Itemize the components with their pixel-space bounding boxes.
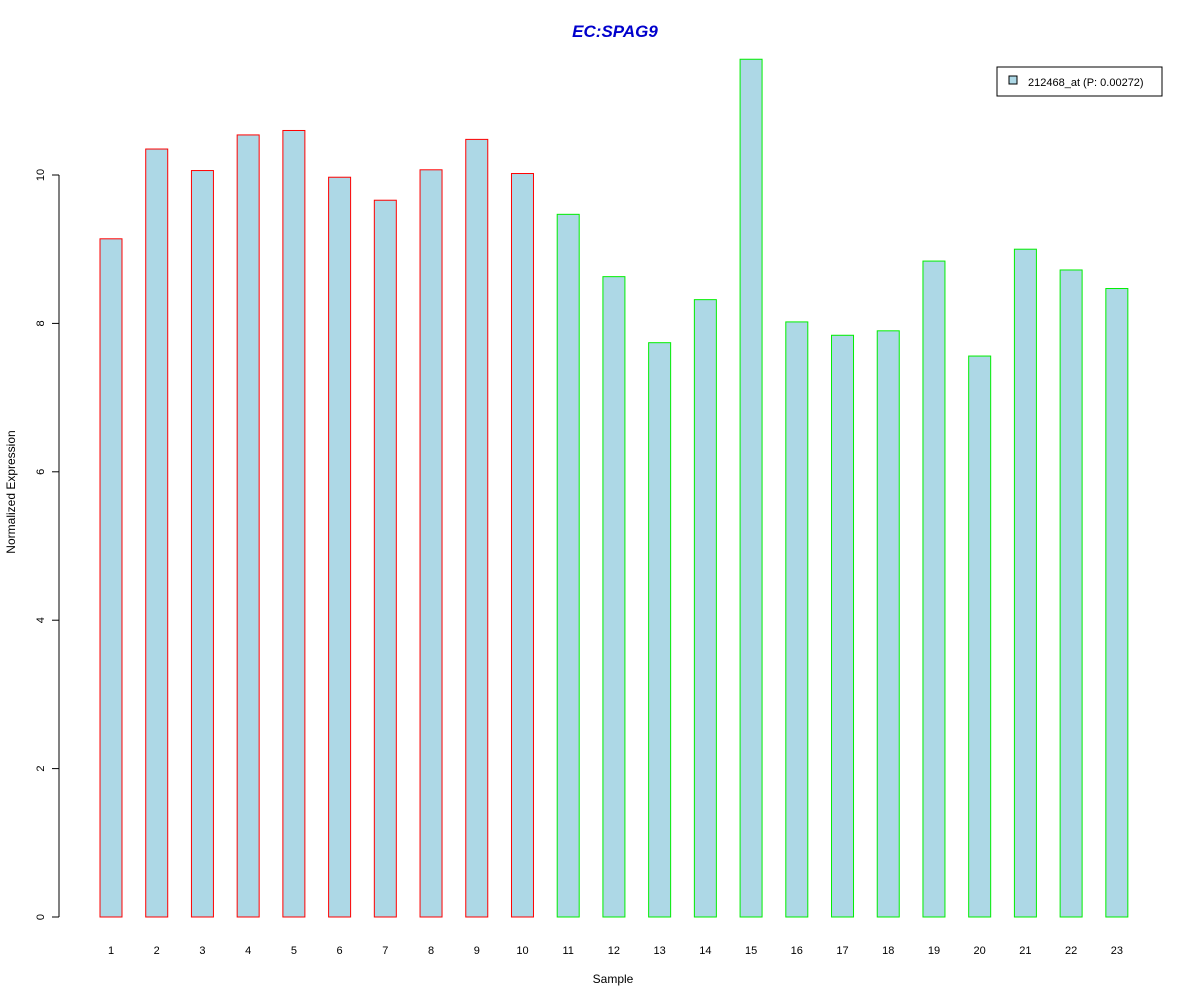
x-tick-label: 8 (428, 945, 434, 957)
bar-sample-11 (556, 213, 580, 918)
legend-label: 212468_at (P: 0.00272) (1028, 77, 1144, 89)
x-tick-label: 4 (245, 945, 251, 957)
bar-sample-19 (922, 260, 946, 918)
x-tick-label: 12 (608, 945, 620, 957)
bar-sample-9 (465, 138, 489, 918)
legend-box (996, 66, 1163, 97)
bar-sample-14 (693, 299, 717, 918)
x-tick-label: 7 (382, 945, 388, 957)
bar-sample-3 (190, 170, 214, 918)
x-tick-label: 23 (1111, 945, 1123, 957)
x-tick-label: 1 (108, 945, 114, 957)
x-tick-label: 14 (699, 945, 711, 957)
bar-sample-1 (99, 238, 123, 918)
x-axis-label: Sample (593, 972, 634, 986)
x-tick-label: 2 (154, 945, 160, 957)
bar-sample-23 (1105, 288, 1129, 918)
x-tick-label: 18 (882, 945, 894, 957)
bar-sample-8 (419, 169, 443, 918)
x-tick-label: 5 (291, 945, 297, 957)
legend: 212468_at (P: 0.00272) (996, 66, 1163, 97)
x-tick-labels: 1 2 3 4 5 6 7 8 9 10 11 12 13 14 15 16 17 18 19 20 21 22 23 (108, 945, 1123, 957)
y-tick-label: 0 (35, 914, 47, 920)
bar-sample-5 (282, 129, 306, 918)
x-tick-label: 13 (654, 945, 666, 957)
y-tick-label: 2 (35, 766, 47, 772)
bar-sample-17 (831, 334, 855, 918)
bar-sample-20 (968, 355, 992, 918)
bar-sample-16 (785, 321, 809, 918)
y-tick-label: 10 (35, 169, 47, 181)
y-tick-label: 6 (35, 469, 47, 475)
x-tick-label: 19 (928, 945, 940, 957)
bar-sample-18 (876, 330, 900, 918)
x-tick-label: 6 (337, 945, 343, 957)
bar-sample-12 (602, 276, 626, 918)
x-tick-label: 9 (474, 945, 480, 957)
bar-sample-2 (145, 148, 169, 918)
y-tick-label: 8 (35, 320, 47, 326)
x-tick-label: 16 (791, 945, 803, 957)
bars-group (99, 58, 1129, 918)
bar-sample-4 (236, 134, 260, 918)
bar-sample-7 (373, 199, 397, 918)
bar-sample-13 (648, 342, 672, 918)
y-axis: 0 2 4 6 8 10 (35, 169, 60, 920)
y-tick-label: 4 (35, 617, 47, 623)
y-axis-label: Normalized Expression (4, 430, 18, 553)
x-tick-label: 3 (199, 945, 205, 957)
chart-title: EC:SPAG9 (572, 22, 658, 41)
x-tick-label: 21 (1019, 945, 1031, 957)
bar-sample-15 (739, 58, 763, 918)
x-tick-label: 10 (516, 945, 528, 957)
bar-sample-6 (328, 176, 352, 918)
bar-sample-10 (510, 173, 534, 918)
x-tick-label: 22 (1065, 945, 1077, 957)
x-tick-label: 20 (974, 945, 986, 957)
bar-sample-21 (1013, 248, 1037, 918)
x-tick-label: 15 (745, 945, 757, 957)
x-tick-label: 17 (836, 945, 848, 957)
legend-swatch (1008, 75, 1018, 85)
x-tick-label: 11 (562, 945, 573, 957)
bar-sample-22 (1059, 269, 1083, 918)
